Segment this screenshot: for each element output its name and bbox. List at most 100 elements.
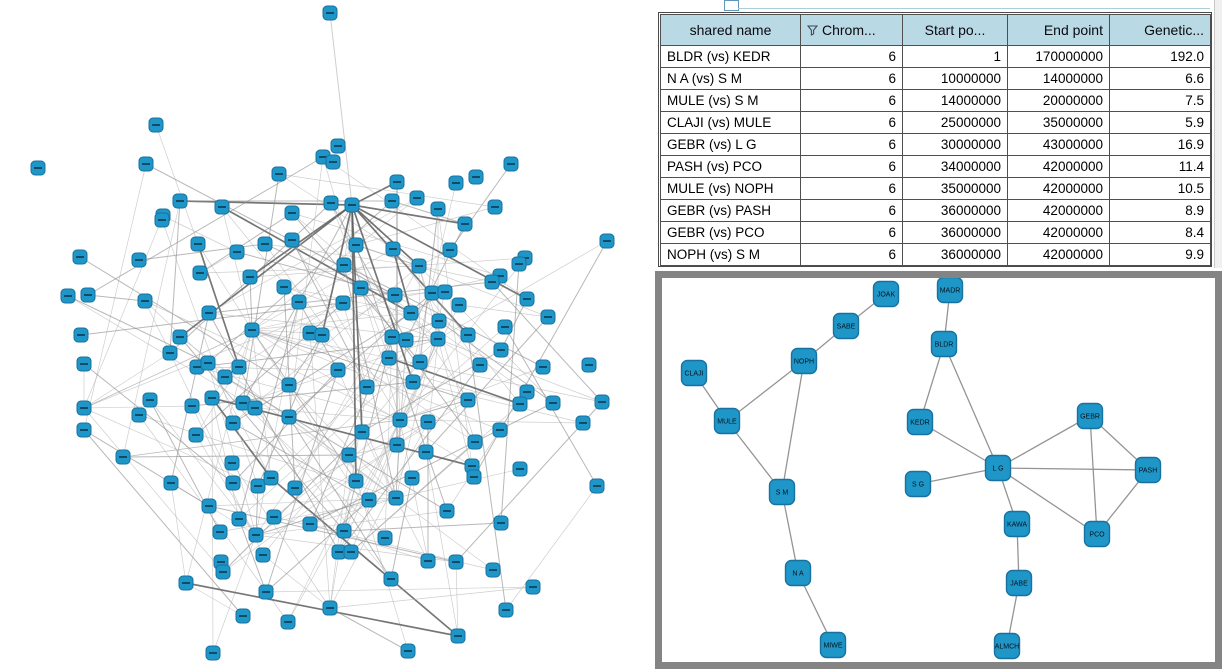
network-node[interactable]	[258, 584, 274, 600]
table-cell[interactable]: 34000000	[902, 155, 1008, 178]
network-node[interactable]	[487, 199, 503, 215]
network-node[interactable]	[215, 564, 231, 580]
network-node[interactable]	[229, 244, 245, 260]
network-node[interactable]: BLDR	[930, 330, 958, 358]
network-node[interactable]	[411, 258, 427, 274]
column-header-1[interactable]: Chrom...	[800, 14, 903, 46]
table-row[interactable]: BLDR (vs) KEDR 6 1 170000000 192.0	[660, 45, 1211, 68]
network-node[interactable]	[231, 511, 247, 527]
table-row[interactable]: GEBR (vs) PASH 6 36000000 42000000 8.9	[660, 199, 1211, 222]
table-cell[interactable]: 25000000	[902, 111, 1008, 134]
network-node[interactable]	[377, 530, 393, 546]
network-node[interactable]	[344, 197, 360, 213]
network-node[interactable]	[131, 252, 147, 268]
network-node[interactable]	[322, 5, 338, 21]
network-node[interactable]	[431, 313, 447, 329]
network-node[interactable]	[330, 138, 346, 154]
table-cell[interactable]: 42000000	[1007, 243, 1110, 266]
network-node[interactable]: NOPH	[790, 347, 818, 375]
network-node[interactable]	[385, 241, 401, 257]
network-node[interactable]	[484, 274, 500, 290]
network-node[interactable]	[281, 377, 297, 393]
network-node[interactable]	[460, 327, 476, 343]
network-node[interactable]	[205, 645, 221, 661]
network-node[interactable]	[361, 492, 377, 508]
network-node[interactable]	[212, 524, 228, 540]
network-node[interactable]	[242, 269, 258, 285]
table-cell[interactable]: 36000000	[902, 221, 1008, 244]
network-node[interactable]	[343, 544, 359, 560]
network-node[interactable]	[192, 265, 208, 281]
table-cell[interactable]: 9.9	[1109, 243, 1211, 266]
network-node[interactable]	[162, 345, 178, 361]
table-cell[interactable]: 6	[800, 67, 903, 90]
table-cell[interactable]: 42000000	[1007, 199, 1110, 222]
table-cell[interactable]: 10.5	[1109, 177, 1211, 200]
network-node[interactable]	[599, 233, 615, 249]
table-cell[interactable]: 6	[800, 133, 903, 156]
network-node[interactable]: KEDR	[906, 408, 934, 436]
network-node[interactable]	[148, 117, 164, 133]
table-cell[interactable]: MULE (vs) NOPH	[660, 177, 801, 200]
network-node[interactable]	[581, 357, 597, 373]
table-cell[interactable]: 6	[800, 199, 903, 222]
network-node[interactable]: KAWA	[1003, 510, 1031, 538]
network-node[interactable]	[341, 447, 357, 463]
column-header-4[interactable]: Genetic...	[1109, 14, 1211, 46]
network-node[interactable]	[284, 232, 300, 248]
network-node[interactable]	[403, 305, 419, 321]
table-cell[interactable]: GEBR (vs) PCO	[660, 221, 801, 244]
table-cell[interactable]: 14000000	[902, 89, 1008, 112]
network-node[interactable]	[451, 297, 467, 313]
network-node[interactable]	[525, 579, 541, 595]
table-row[interactable]: MULE (vs) NOPH 6 35000000 42000000 10.5	[660, 177, 1211, 200]
table-cell[interactable]: 16.9	[1109, 133, 1211, 156]
network-node[interactable]	[457, 216, 473, 232]
table-cell[interactable]: 170000000	[1007, 45, 1110, 68]
network-node[interactable]	[492, 422, 508, 438]
network-node[interactable]	[493, 515, 509, 531]
network-node[interactable]	[323, 195, 339, 211]
network-node[interactable]	[276, 279, 292, 295]
table-cell[interactable]: PASH (vs) PCO	[660, 155, 801, 178]
table-cell[interactable]: 6	[800, 221, 903, 244]
subnetwork-panel[interactable]: JOAK SABE NOPH CLAJI MULE MADR BLDR KEDR GEBR L G…	[655, 271, 1222, 669]
network-node[interactable]	[545, 395, 561, 411]
network-node[interactable]	[450, 628, 466, 644]
table-row[interactable]: PASH (vs) PCO 6 34000000 42000000 11.4	[660, 155, 1211, 178]
network-node[interactable]	[442, 242, 458, 258]
network-node[interactable]	[302, 516, 318, 532]
network-node[interactable]: JABE	[1005, 569, 1033, 597]
table-cell[interactable]: 43000000	[1007, 133, 1110, 156]
network-node[interactable]	[335, 295, 351, 311]
network-node[interactable]	[60, 288, 76, 304]
network-node[interactable]	[430, 201, 446, 217]
network-node[interactable]	[137, 293, 153, 309]
network-node[interactable]	[217, 369, 233, 385]
network-node[interactable]	[497, 319, 513, 335]
network-node[interactable]	[392, 412, 408, 428]
network-node[interactable]	[76, 400, 92, 416]
table-cell[interactable]: BLDR (vs) KEDR	[660, 45, 801, 68]
table-cell[interactable]: 5.9	[1109, 111, 1211, 134]
table-cell[interactable]: 42000000	[1007, 177, 1110, 200]
filter-funnel-icon[interactable]	[807, 24, 818, 36]
network-node[interactable]	[594, 394, 610, 410]
network-node[interactable]	[468, 169, 484, 185]
network-node[interactable]	[248, 527, 264, 543]
network-node[interactable]: N A	[784, 559, 812, 587]
network-node[interactable]	[302, 325, 318, 341]
network-node[interactable]	[519, 291, 535, 307]
table-cell[interactable]: 1	[902, 45, 1008, 68]
network-node[interactable]	[336, 257, 352, 273]
network-node[interactable]	[30, 160, 46, 176]
table-cell[interactable]: 6	[800, 45, 903, 68]
table-cell[interactable]: GEBR (vs) PASH	[660, 199, 801, 222]
table-cell[interactable]: 42000000	[1007, 221, 1110, 244]
network-node[interactable]	[535, 359, 551, 375]
table-row[interactable]: NOPH (vs) S M 6 36000000 42000000 9.9	[660, 243, 1211, 266]
network-node[interactable]: CLAJI	[680, 359, 708, 387]
network-node[interactable]: MIWE	[819, 631, 847, 659]
network-node[interactable]	[76, 422, 92, 438]
network-node[interactable]	[540, 309, 556, 325]
